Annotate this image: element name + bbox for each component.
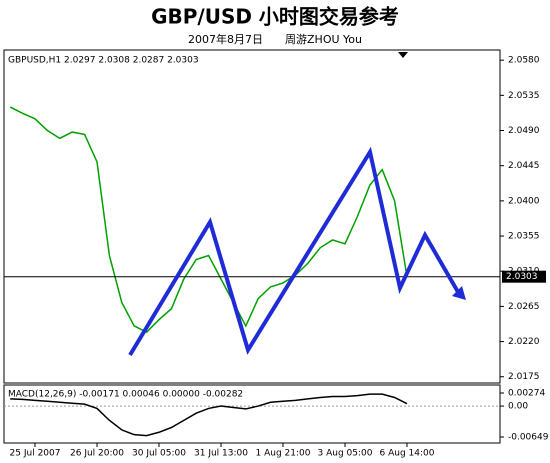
- y-tick-label: 0.00: [508, 402, 528, 412]
- y-tick-label: 2.0220: [508, 337, 540, 347]
- y-tick-label: 2.0265: [508, 302, 540, 312]
- price-legend: GBPUSD,H1 2.0297 2.0308 2.0287 2.0303: [8, 56, 199, 66]
- x-tick-label: 25 Jul 2007: [10, 449, 61, 459]
- x-tick-label: 3 Aug 05:00: [318, 449, 373, 459]
- x-tick-label: 1 Aug 21:00: [256, 449, 311, 459]
- x-tick-label: 31 Jul 13:00: [194, 449, 248, 459]
- arrow-head: [452, 286, 466, 300]
- y-tick-label: 2.0490: [508, 126, 540, 136]
- x-tick-label: 26 Jul 20:00: [70, 449, 124, 459]
- y-tick-label: 2.0445: [508, 161, 540, 171]
- y-tick-label: 2.0580: [508, 56, 540, 66]
- y-tick-label: 2.0535: [508, 91, 540, 101]
- y-tick-label: 2.0175: [508, 372, 540, 382]
- macd-panel: [3, 384, 501, 444]
- chart-subtitle: 2007年8月7日 周游ZHOU You: [188, 32, 362, 46]
- plot: 2.0580 2.0535 2.0490 2.0445 2.0400 2.0355 2.03…: [4, 56, 549, 459]
- last-price-label: 2.0303: [506, 272, 538, 282]
- x-tick-label: 30 Jul 05:00: [132, 449, 186, 459]
- last-price-box: [502, 270, 546, 283]
- price-panel: [3, 49, 501, 384]
- y-tick-label: 0.00274: [508, 389, 545, 399]
- y-tick-label: -0.00649: [508, 432, 549, 442]
- price-line: [9, 106, 408, 334]
- chart-title: GBP/USD 小时图交易参考: [151, 5, 399, 29]
- price-line: [10, 393, 408, 437]
- macd-legend: MACD(12,26,9) -0.00171 0.00046 0.00000 -…: [8, 390, 243, 400]
- zigzag-annotation: [128, 146, 460, 357]
- x-tick-label: 6 Aug 14:00: [380, 449, 435, 459]
- y-tick-label: 2.0355: [508, 232, 540, 242]
- shift-marker: [398, 52, 408, 58]
- y-tick-label: 2.0400: [508, 196, 540, 206]
